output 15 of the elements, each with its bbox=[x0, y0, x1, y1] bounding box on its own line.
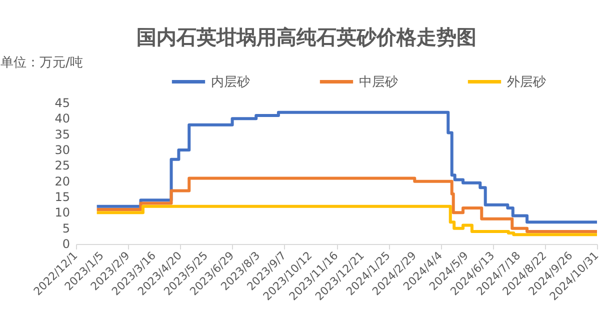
legend-label: 中层砂 bbox=[359, 74, 398, 90]
y-tick-label: 30 bbox=[54, 143, 70, 157]
legend-label: 外层砂 bbox=[507, 74, 546, 90]
y-axis-title: 单位：万元/吨 bbox=[0, 56, 83, 70]
y-tick-label: 35 bbox=[54, 127, 70, 142]
y-tick-label: 15 bbox=[54, 190, 70, 204]
y-tick-label: 10 bbox=[54, 206, 70, 220]
legend-label: 内层砂 bbox=[211, 74, 250, 90]
y-tick-label: 5 bbox=[62, 221, 70, 236]
y-tick-label: 20 bbox=[54, 174, 70, 188]
y-tick-label: 0 bbox=[62, 237, 70, 251]
y-tick-label: 40 bbox=[54, 112, 70, 126]
y-tick-label: 45 bbox=[54, 96, 70, 110]
chart-title: 国内石英坩埚用高纯石英砂价格走势图 bbox=[136, 25, 476, 49]
y-tick-label: 25 bbox=[54, 158, 70, 173]
